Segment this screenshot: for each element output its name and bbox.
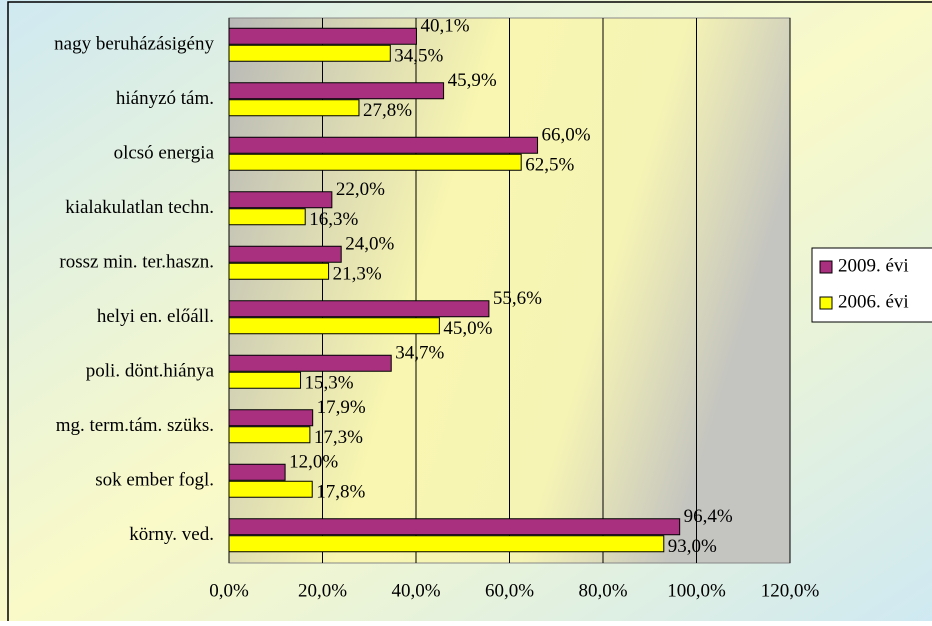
bar (228, 27, 417, 45)
y-tick-label: mg. term.tám. szüks. (56, 415, 214, 436)
data-label: 21,3% (333, 264, 382, 285)
y-tick-label: hiányzó tám. (116, 88, 214, 109)
data-label: 96,4% (684, 506, 733, 527)
bar (228, 245, 342, 263)
data-label: 45,9% (448, 70, 497, 91)
data-label: 17,9% (317, 397, 366, 418)
bar (228, 518, 681, 536)
bar (228, 136, 539, 154)
data-label: 93,0% (668, 536, 717, 557)
bar (228, 371, 302, 389)
bar (228, 208, 306, 226)
legend-swatch (819, 260, 833, 274)
y-tick-label: helyi en. előáll. (97, 306, 214, 327)
x-tick-label: 40,0% (391, 580, 440, 601)
data-label: 34,7% (395, 343, 444, 364)
data-label: 17,8% (316, 482, 365, 503)
y-tick-label: rossz min. ter.haszn. (59, 252, 214, 273)
bar (228, 463, 286, 481)
bar (228, 426, 311, 444)
data-label: 24,0% (345, 234, 394, 255)
legend-label: 2006. évi (838, 291, 909, 312)
bar (228, 480, 313, 498)
y-tick-label: sok ember fogl. (95, 470, 214, 491)
y-tick-label: nagy beruházásigény (54, 34, 214, 55)
x-tick-label: 100,0% (667, 580, 726, 601)
legend-box (811, 247, 932, 323)
x-tick-label: 80,0% (578, 580, 627, 601)
y-tick-label: körny. ved. (129, 524, 214, 545)
x-tick-label: 120,0% (761, 580, 820, 601)
data-label: 27,8% (363, 100, 412, 121)
bar (228, 153, 522, 171)
legend-label: 2009. évi (838, 255, 909, 276)
bar (228, 535, 665, 553)
bar (228, 317, 440, 335)
bar (228, 191, 333, 209)
bar (228, 409, 314, 427)
bar (228, 300, 490, 318)
data-label: 12,0% (289, 452, 338, 473)
bar (228, 354, 392, 372)
legend-swatch (819, 296, 833, 310)
data-label: 66,0% (542, 125, 591, 146)
data-label: 16,3% (309, 209, 358, 230)
y-tick-label: poli. dönt.hiánya (86, 361, 215, 382)
bar (228, 44, 391, 62)
y-tick-label: kialakulatlan techn. (65, 197, 214, 218)
data-label: 17,3% (314, 427, 363, 448)
x-tick-label: 60,0% (485, 580, 534, 601)
data-label: 45,0% (443, 318, 492, 339)
data-label: 40,1% (420, 16, 469, 37)
x-tick-label: 0,0% (209, 580, 249, 601)
x-tick-label: 20,0% (298, 580, 347, 601)
y-tick-label: olcsó energia (114, 143, 215, 164)
bar (228, 99, 360, 117)
bar (228, 262, 330, 280)
data-label: 55,6% (493, 288, 542, 309)
bar (228, 82, 445, 100)
data-label: 62,5% (525, 155, 574, 176)
legend: 2009. évi 2006. évi (811, 247, 932, 323)
data-label: 34,5% (394, 46, 443, 67)
data-label: 22,0% (336, 179, 385, 200)
data-label: 15,3% (305, 373, 354, 394)
